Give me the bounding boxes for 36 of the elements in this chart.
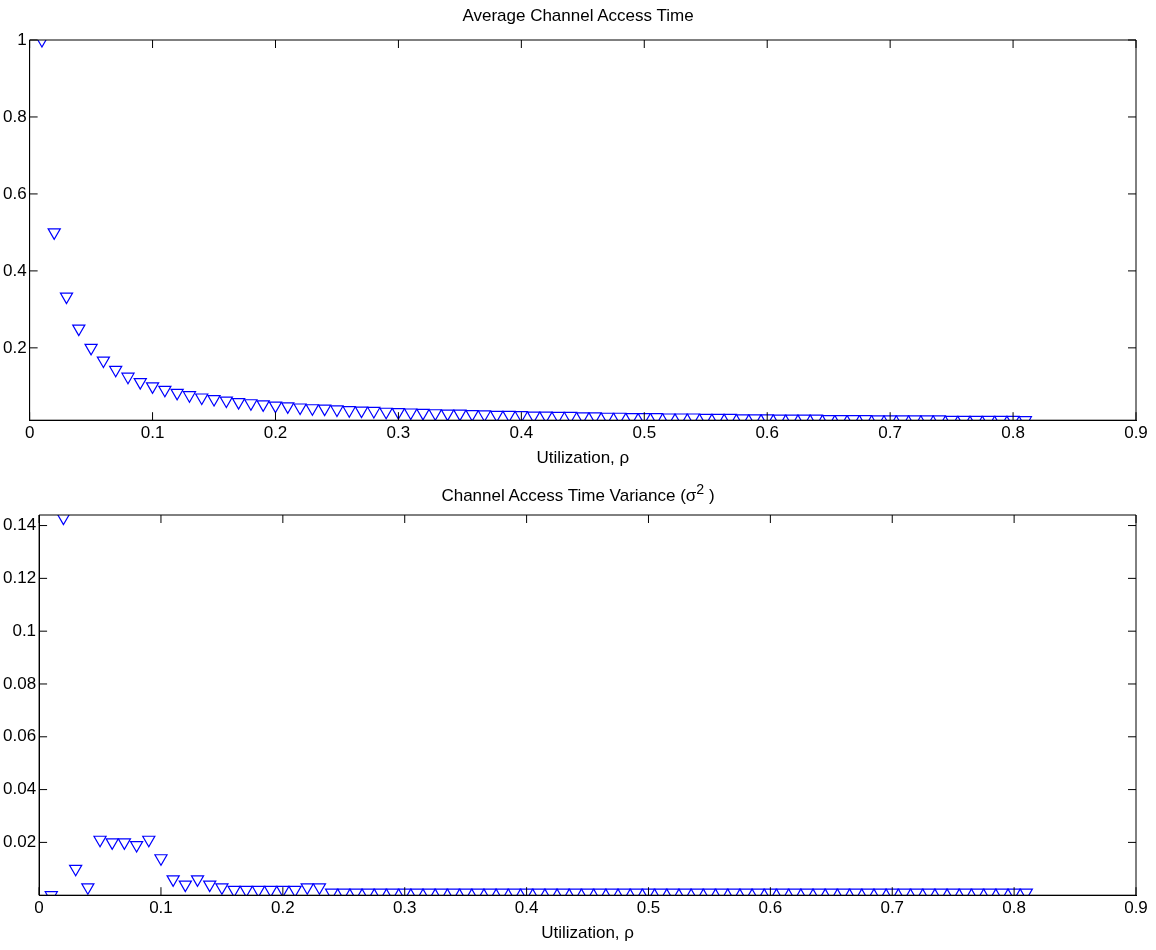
x-tick-label: 0.1 — [149, 898, 173, 918]
y-tick-label: 1 — [17, 29, 27, 49]
x-tick-label: 0.4 — [514, 898, 539, 918]
y-tick-label: 0.6 — [2, 183, 27, 203]
y-tick-label: 0.2 — [2, 337, 27, 357]
x-tick-label: 0.7 — [880, 898, 905, 918]
y-tick-label: 0.4 — [2, 260, 27, 280]
y-tick-label: 0.14 — [2, 515, 37, 535]
x-tick-label: 0.5 — [632, 423, 657, 443]
y-tick-label: 0.04 — [2, 779, 37, 799]
chart-title: Channel Access Time Variance (σ$^{2}$ ) — [440, 481, 716, 506]
x-tick-label: 0.9 — [1124, 423, 1148, 443]
y-tick-label: 0.06 — [2, 726, 37, 746]
x-axis-title: Utilization, ρ — [536, 448, 630, 468]
x-tick-label: 0.2 — [271, 898, 295, 918]
x-tick-label: 0.8 — [1001, 423, 1025, 443]
x-tick-label: 0.8 — [1002, 898, 1026, 918]
x-tick-label: 0.3 — [386, 423, 411, 443]
x-tick-label: 0 — [34, 898, 44, 918]
x-tick-label: 0.5 — [636, 898, 661, 918]
chart-title: Average Channel Access Time — [461, 6, 695, 26]
x-tick-label: 0.1 — [140, 423, 165, 443]
x-tick-label: 0 — [24, 423, 35, 443]
x-tick-label: 0.2 — [263, 423, 288, 443]
y-tick-label: 0.08 — [2, 673, 37, 693]
x-tick-label: 0.4 — [509, 423, 534, 443]
x-axis-title: Utilization, ρ — [541, 923, 634, 943]
x-tick-label: 0.3 — [392, 898, 417, 918]
x-tick-label: 0.6 — [758, 898, 783, 918]
y-tick-label: 0.8 — [2, 106, 27, 126]
x-tick-label: 0.6 — [755, 423, 780, 443]
x-tick-label: 0.7 — [878, 423, 902, 443]
y-tick-label: 0.12 — [2, 568, 37, 588]
y-tick-label: 0.1 — [12, 620, 37, 640]
y-tick-label: 0.02 — [2, 832, 37, 852]
x-tick-label: 0.9 — [1124, 898, 1148, 918]
